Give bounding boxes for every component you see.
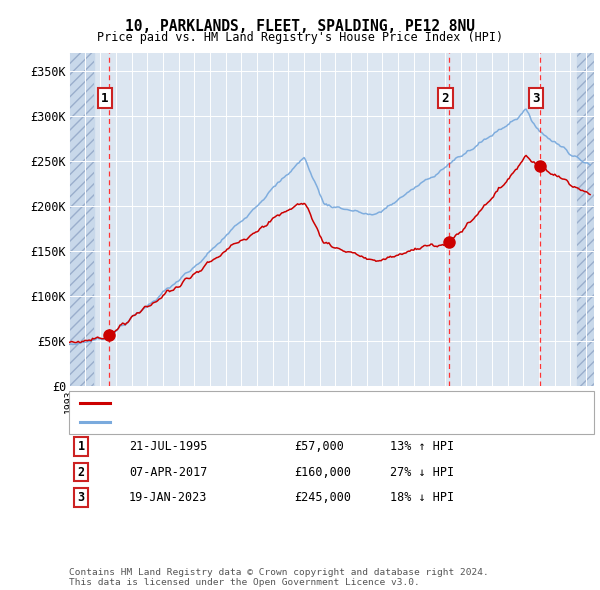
Text: 10, PARKLANDS, FLEET, SPALDING, PE12 8NU (detached house): 10, PARKLANDS, FLEET, SPALDING, PE12 8NU… (116, 398, 487, 408)
Text: Price paid vs. HM Land Registry's House Price Index (HPI): Price paid vs. HM Land Registry's House … (97, 31, 503, 44)
Text: 18% ↓ HPI: 18% ↓ HPI (390, 491, 454, 504)
Text: 21-JUL-1995: 21-JUL-1995 (129, 440, 208, 453)
Bar (69, 53, 94, 386)
Text: 10, PARKLANDS, FLEET, SPALDING, PE12 8NU: 10, PARKLANDS, FLEET, SPALDING, PE12 8NU (125, 19, 475, 34)
Text: 27% ↓ HPI: 27% ↓ HPI (390, 466, 454, 478)
Bar (577, 53, 594, 386)
Text: 2: 2 (77, 466, 85, 478)
Text: 3: 3 (77, 491, 85, 504)
Text: £245,000: £245,000 (294, 491, 351, 504)
Bar (577, 53, 594, 386)
Text: 07-APR-2017: 07-APR-2017 (129, 466, 208, 478)
Text: £57,000: £57,000 (294, 440, 344, 453)
Text: Contains HM Land Registry data © Crown copyright and database right 2024.
This d: Contains HM Land Registry data © Crown c… (69, 568, 489, 587)
Text: 13% ↑ HPI: 13% ↑ HPI (390, 440, 454, 453)
Text: 19-JAN-2023: 19-JAN-2023 (129, 491, 208, 504)
Text: 3: 3 (532, 91, 540, 104)
Text: 2: 2 (442, 91, 449, 104)
Bar (69, 53, 94, 386)
Text: HPI: Average price, detached house, South Holland: HPI: Average price, detached house, Sout… (116, 417, 434, 427)
Text: 1: 1 (77, 440, 85, 453)
Text: 1: 1 (101, 91, 109, 104)
Text: £160,000: £160,000 (294, 466, 351, 478)
